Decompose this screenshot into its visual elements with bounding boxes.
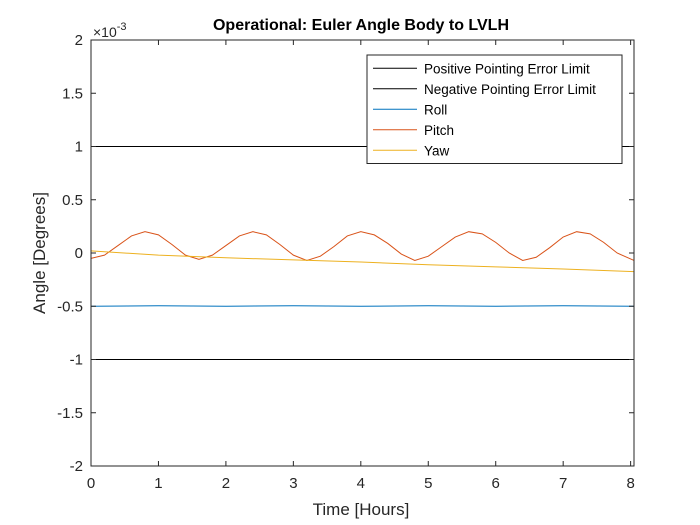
plot-area (90, 146, 635, 360)
y-tick-label: 1.5 (62, 85, 83, 102)
y-axis-exponent-power: -3 (117, 21, 127, 33)
y-axis-exponent-prefix: ×10 (93, 24, 117, 40)
y-tick-label: -1 (70, 352, 83, 369)
legend-entry-label: Negative Pointing Error Limit (424, 82, 596, 97)
y-tick-label: -2 (70, 458, 83, 475)
y-tick-label: 0 (75, 245, 83, 262)
x-axis-label: Time [Hours] (313, 500, 410, 519)
x-tick-label: 7 (559, 475, 567, 492)
axes: 0 1 2 3 4 5 6 7 8 2 1.5 1 0.5 0 -0.5 -1 -1.5 -2 (57, 32, 635, 492)
x-tick-label: 4 (357, 475, 365, 492)
x-tick-label: 2 (222, 475, 230, 492)
series-line-yaw (90, 250, 635, 273)
x-tick-label: 1 (154, 475, 162, 492)
legend-entry-label: Positive Pointing Error Limit (424, 61, 590, 76)
y-axis-exponent: ×10-3 (93, 21, 127, 40)
x-tick-label: 5 (424, 475, 432, 492)
x-tick-label: 6 (492, 475, 500, 492)
y-tick-label: 1 (75, 139, 83, 156)
chart-title: Operational: Euler Angle Body to LVLH (213, 17, 509, 34)
series-line-pitch (90, 231, 635, 261)
x-tick-label: 3 (289, 475, 297, 492)
y-axis-label: Angle [Degrees] (30, 192, 49, 314)
legend-entry-label: Roll (424, 102, 447, 117)
y-tick-label: 2 (75, 32, 83, 49)
x-tick-label: 0 (87, 475, 95, 492)
x-tick-label: 8 (626, 475, 634, 492)
y-tick-label: 0.5 (62, 192, 83, 209)
legend-entry-label: Yaw (424, 143, 450, 158)
y-tick-label: -1.5 (57, 405, 83, 422)
legend: Positive Pointing Error Limit Negative Po… (366, 54, 623, 164)
y-tick-label: -0.5 (57, 298, 83, 315)
legend-entry-label: Pitch (424, 123, 454, 138)
series-line-roll (90, 305, 635, 307)
